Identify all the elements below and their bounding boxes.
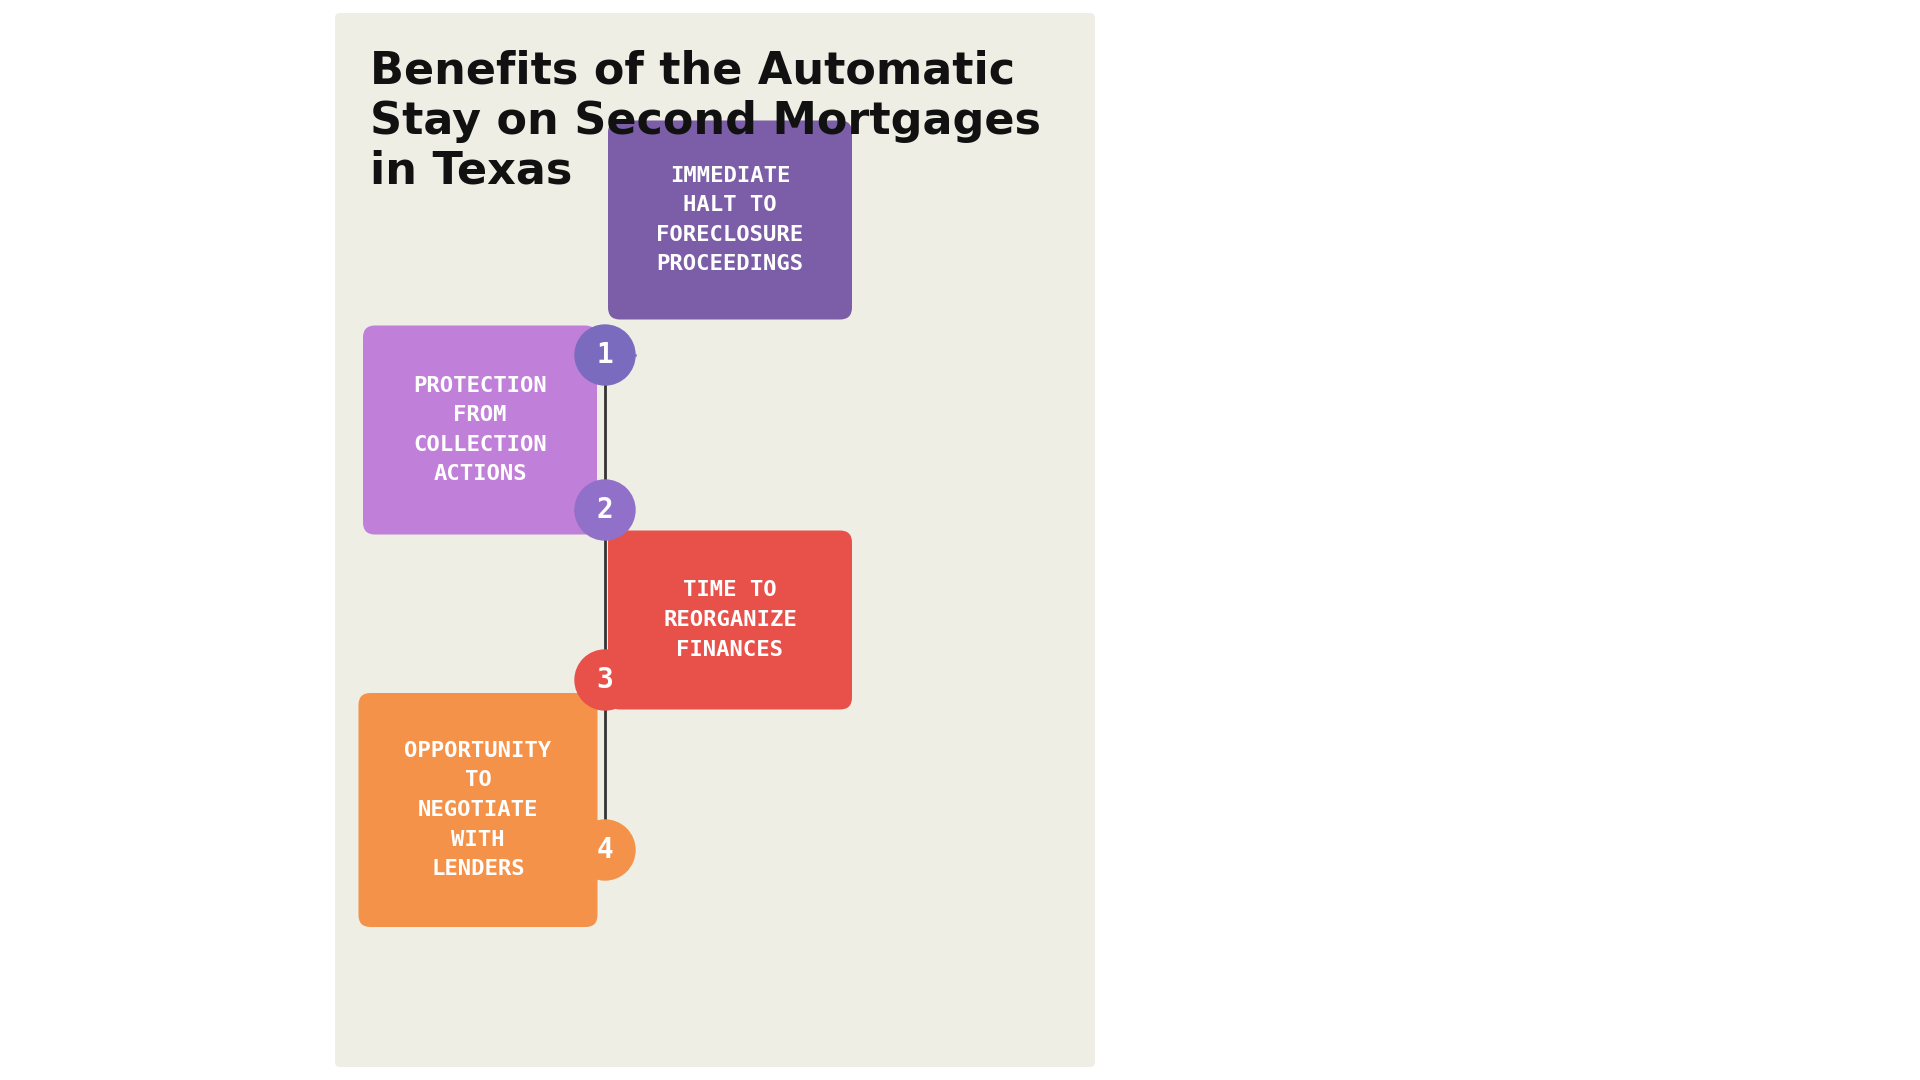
FancyBboxPatch shape bbox=[609, 121, 852, 320]
Circle shape bbox=[574, 820, 636, 880]
Circle shape bbox=[574, 480, 636, 540]
Text: 1: 1 bbox=[597, 341, 612, 369]
FancyBboxPatch shape bbox=[359, 693, 597, 927]
Text: OPPORTUNITY
TO
NEGOTIATE
WITH
LENDERS: OPPORTUNITY TO NEGOTIATE WITH LENDERS bbox=[405, 741, 551, 879]
Text: 2: 2 bbox=[597, 496, 612, 524]
Text: TIME TO
REORGANIZE
FINANCES: TIME TO REORGANIZE FINANCES bbox=[662, 580, 797, 660]
Text: 3: 3 bbox=[597, 666, 612, 694]
Text: Benefits of the Automatic
Stay on Second Mortgages
in Texas: Benefits of the Automatic Stay on Second… bbox=[371, 50, 1041, 192]
FancyBboxPatch shape bbox=[609, 530, 852, 710]
Circle shape bbox=[574, 650, 636, 710]
Circle shape bbox=[574, 325, 636, 384]
Text: PROTECTION
FROM
COLLECTION
ACTIONS: PROTECTION FROM COLLECTION ACTIONS bbox=[413, 376, 547, 485]
FancyBboxPatch shape bbox=[363, 325, 597, 535]
Text: 4: 4 bbox=[597, 836, 612, 864]
FancyBboxPatch shape bbox=[334, 13, 1094, 1067]
Text: IMMEDIATE
HALT TO
FORECLOSURE
PROCEEDINGS: IMMEDIATE HALT TO FORECLOSURE PROCEEDING… bbox=[657, 165, 804, 274]
